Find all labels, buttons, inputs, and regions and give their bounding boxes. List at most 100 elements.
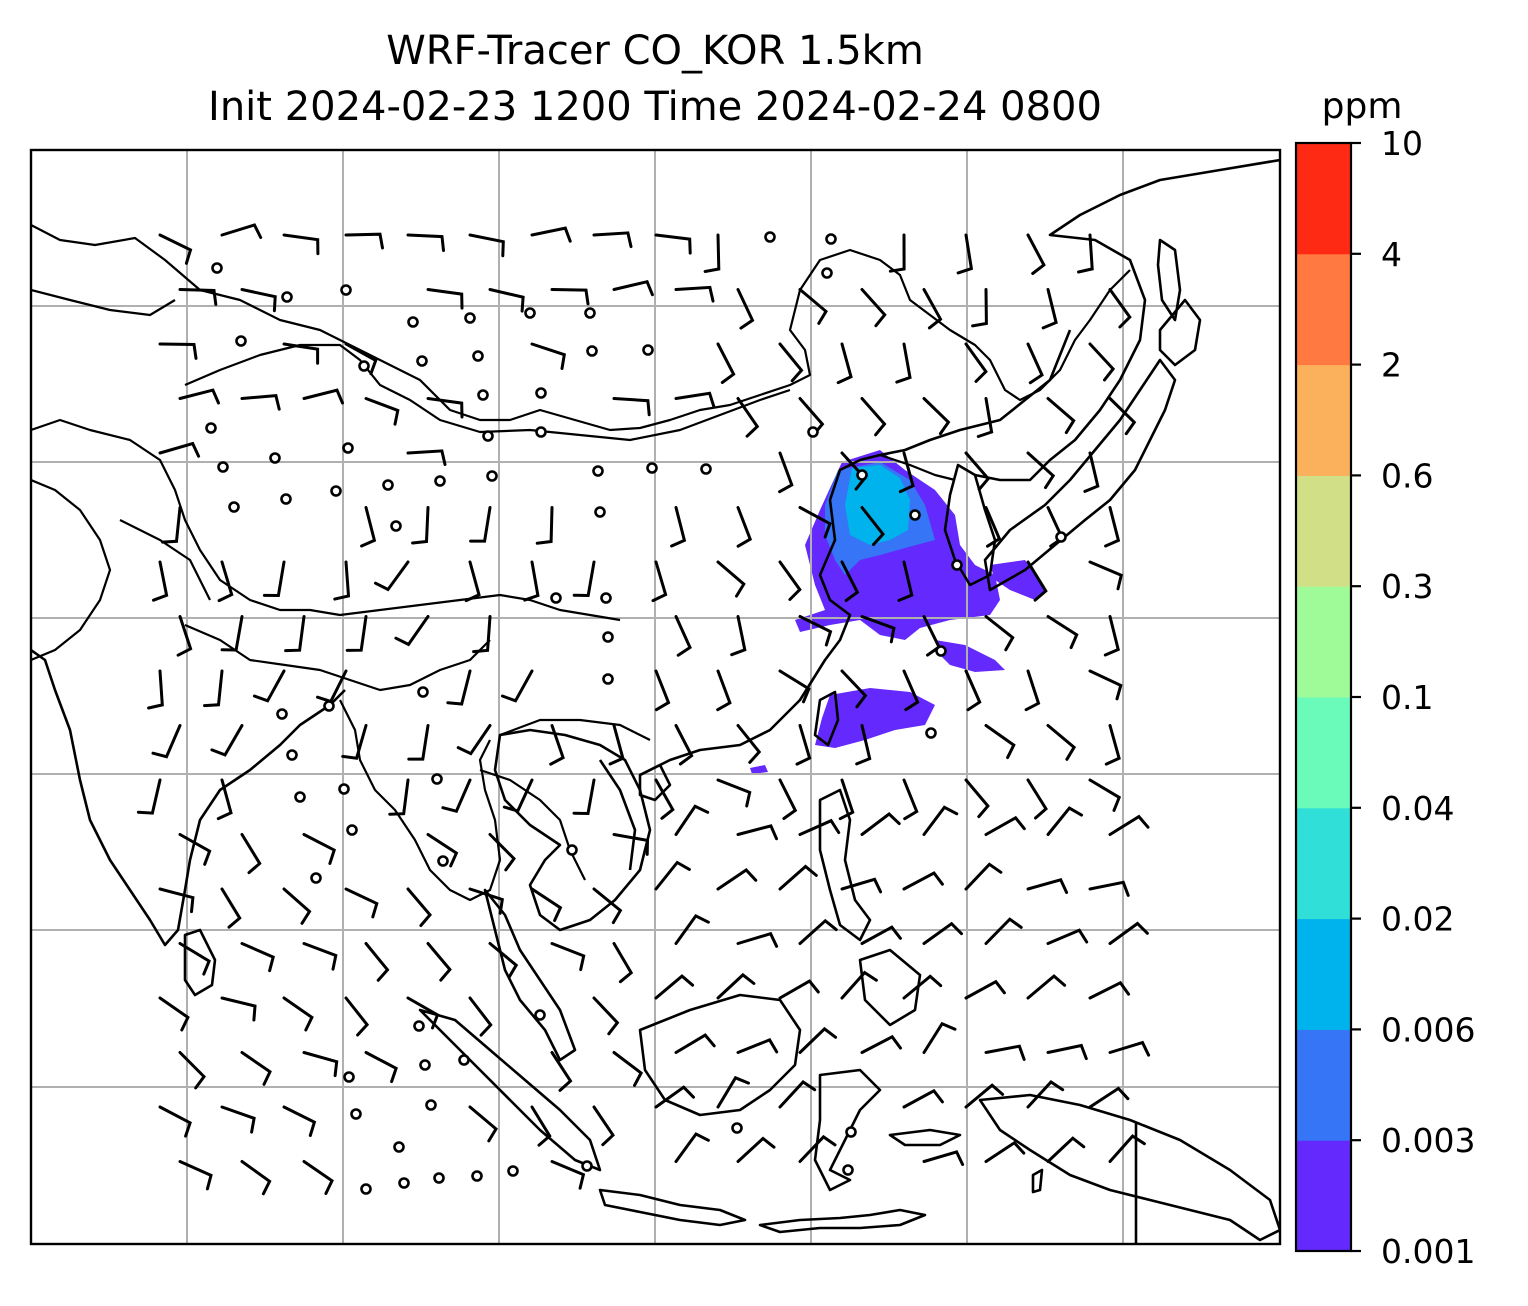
calm-wind-marker [343,1071,355,1083]
calm-wind-marker [535,387,547,399]
wind-barb [654,860,691,891]
wind-barb [446,669,472,706]
wind-barb [1026,778,1048,820]
wind-barb [612,1051,644,1087]
colorbar-tick-label: 4 [1381,235,1402,274]
wind-barb [840,560,860,602]
wind-barb [612,942,634,984]
wind-barb [220,615,244,652]
wind-barb [535,506,554,545]
calm-wind-marker [507,1165,519,1177]
wind-barb [971,288,988,328]
wind-barb [670,506,687,548]
wind-barb [464,560,481,603]
calm-wind-marker [482,430,494,442]
colorbar-segment [1296,697,1351,809]
wind-barb [654,974,695,1000]
wind-barb [798,506,832,539]
wind-barb [840,970,878,1000]
colorbar-tick-label: 0.1 [1381,678,1433,717]
wind-barb [282,1105,317,1137]
calm-wind-marker [486,470,498,482]
wind-barb [406,996,440,1030]
calm-wind-marker [642,344,654,356]
calm-wind-marker [358,360,370,372]
wind-barb [344,232,384,250]
calm-wind-marker [398,1177,410,1189]
wind-barb [778,864,818,891]
calm-wind-marker [342,442,354,454]
wind-barb [612,397,651,417]
calm-wind-marker [280,493,292,505]
calm-wind-marker [825,233,837,245]
calm-wind-marker [550,592,562,604]
wind-barb [654,1085,695,1109]
wind-barb [860,1034,902,1054]
wind-barb [608,724,625,766]
wind-barb [778,342,804,383]
wind-barb [344,887,379,919]
wind-barb [364,942,390,982]
wind-barb [364,1051,398,1084]
calm-wind-marker [700,463,712,475]
wind-barb [778,778,798,820]
wind-barb [406,233,445,252]
colorbar-tick-label: 0.006 [1381,1010,1475,1049]
calm-wind-marker [310,872,322,884]
wind-barb [964,979,1006,1000]
calm-wind-marker [584,307,596,319]
wind-barb [406,887,432,927]
calm-wind-marker [217,461,229,473]
colorbar-segment [1296,1140,1351,1252]
wind-barb [341,724,368,760]
wind-barb [778,669,811,704]
sakhalin [1156,238,1182,322]
sulawesi [813,1068,882,1192]
small-island-a [1031,1168,1044,1194]
calm-wind-marker [600,592,612,604]
wind-barb [860,397,887,437]
wind-barb [795,724,812,766]
wind-barb [964,451,991,491]
wind-barb [654,233,692,255]
calm-wind-marker [350,1108,362,1120]
colorbar-tick-label: 0.3 [1381,567,1433,606]
korea [943,463,997,587]
colorbar-segment [1296,253,1351,366]
wind-barb [736,1038,779,1054]
border-china-central [31,418,621,622]
colorbar-segment [1296,1029,1351,1141]
wind-barb [922,397,951,436]
wind-barb [736,397,760,438]
wind-barb [1026,451,1056,490]
calm-wind-marker [856,469,868,481]
wind-barb [282,996,314,1032]
calm-wind-marker [425,1099,437,1111]
wind-barb [1046,1136,1086,1163]
wind-barb [855,724,872,766]
wind-barb [964,342,988,383]
wind-barb [217,560,234,603]
wind-barb [674,285,715,303]
wind-barb [468,996,493,1037]
calm-wind-marker [437,855,449,867]
calm-wind-marker [821,267,833,279]
border-west [31,478,112,662]
map-subtitle: Init 2024-02-23 1200 Time 2024-02-24 080… [208,84,1102,130]
wind-barb [840,877,883,894]
calm-wind-marker [228,501,240,513]
wind-barb [178,1160,213,1191]
wind-barb [984,917,1023,945]
plume-low-south1 [935,640,1005,672]
wind-barb [716,669,732,712]
wind-barb [472,615,492,654]
wind-barb [798,615,833,647]
wind-barb [964,862,1003,891]
map-frame [29,148,1282,1246]
wind-barb [860,925,902,945]
wind-barb [674,913,710,945]
calm-wind-marker [602,631,614,643]
colorbar-tick-label: 0.003 [1381,1121,1475,1160]
calm-wind-marker [235,335,247,347]
wind-barb [654,669,671,712]
